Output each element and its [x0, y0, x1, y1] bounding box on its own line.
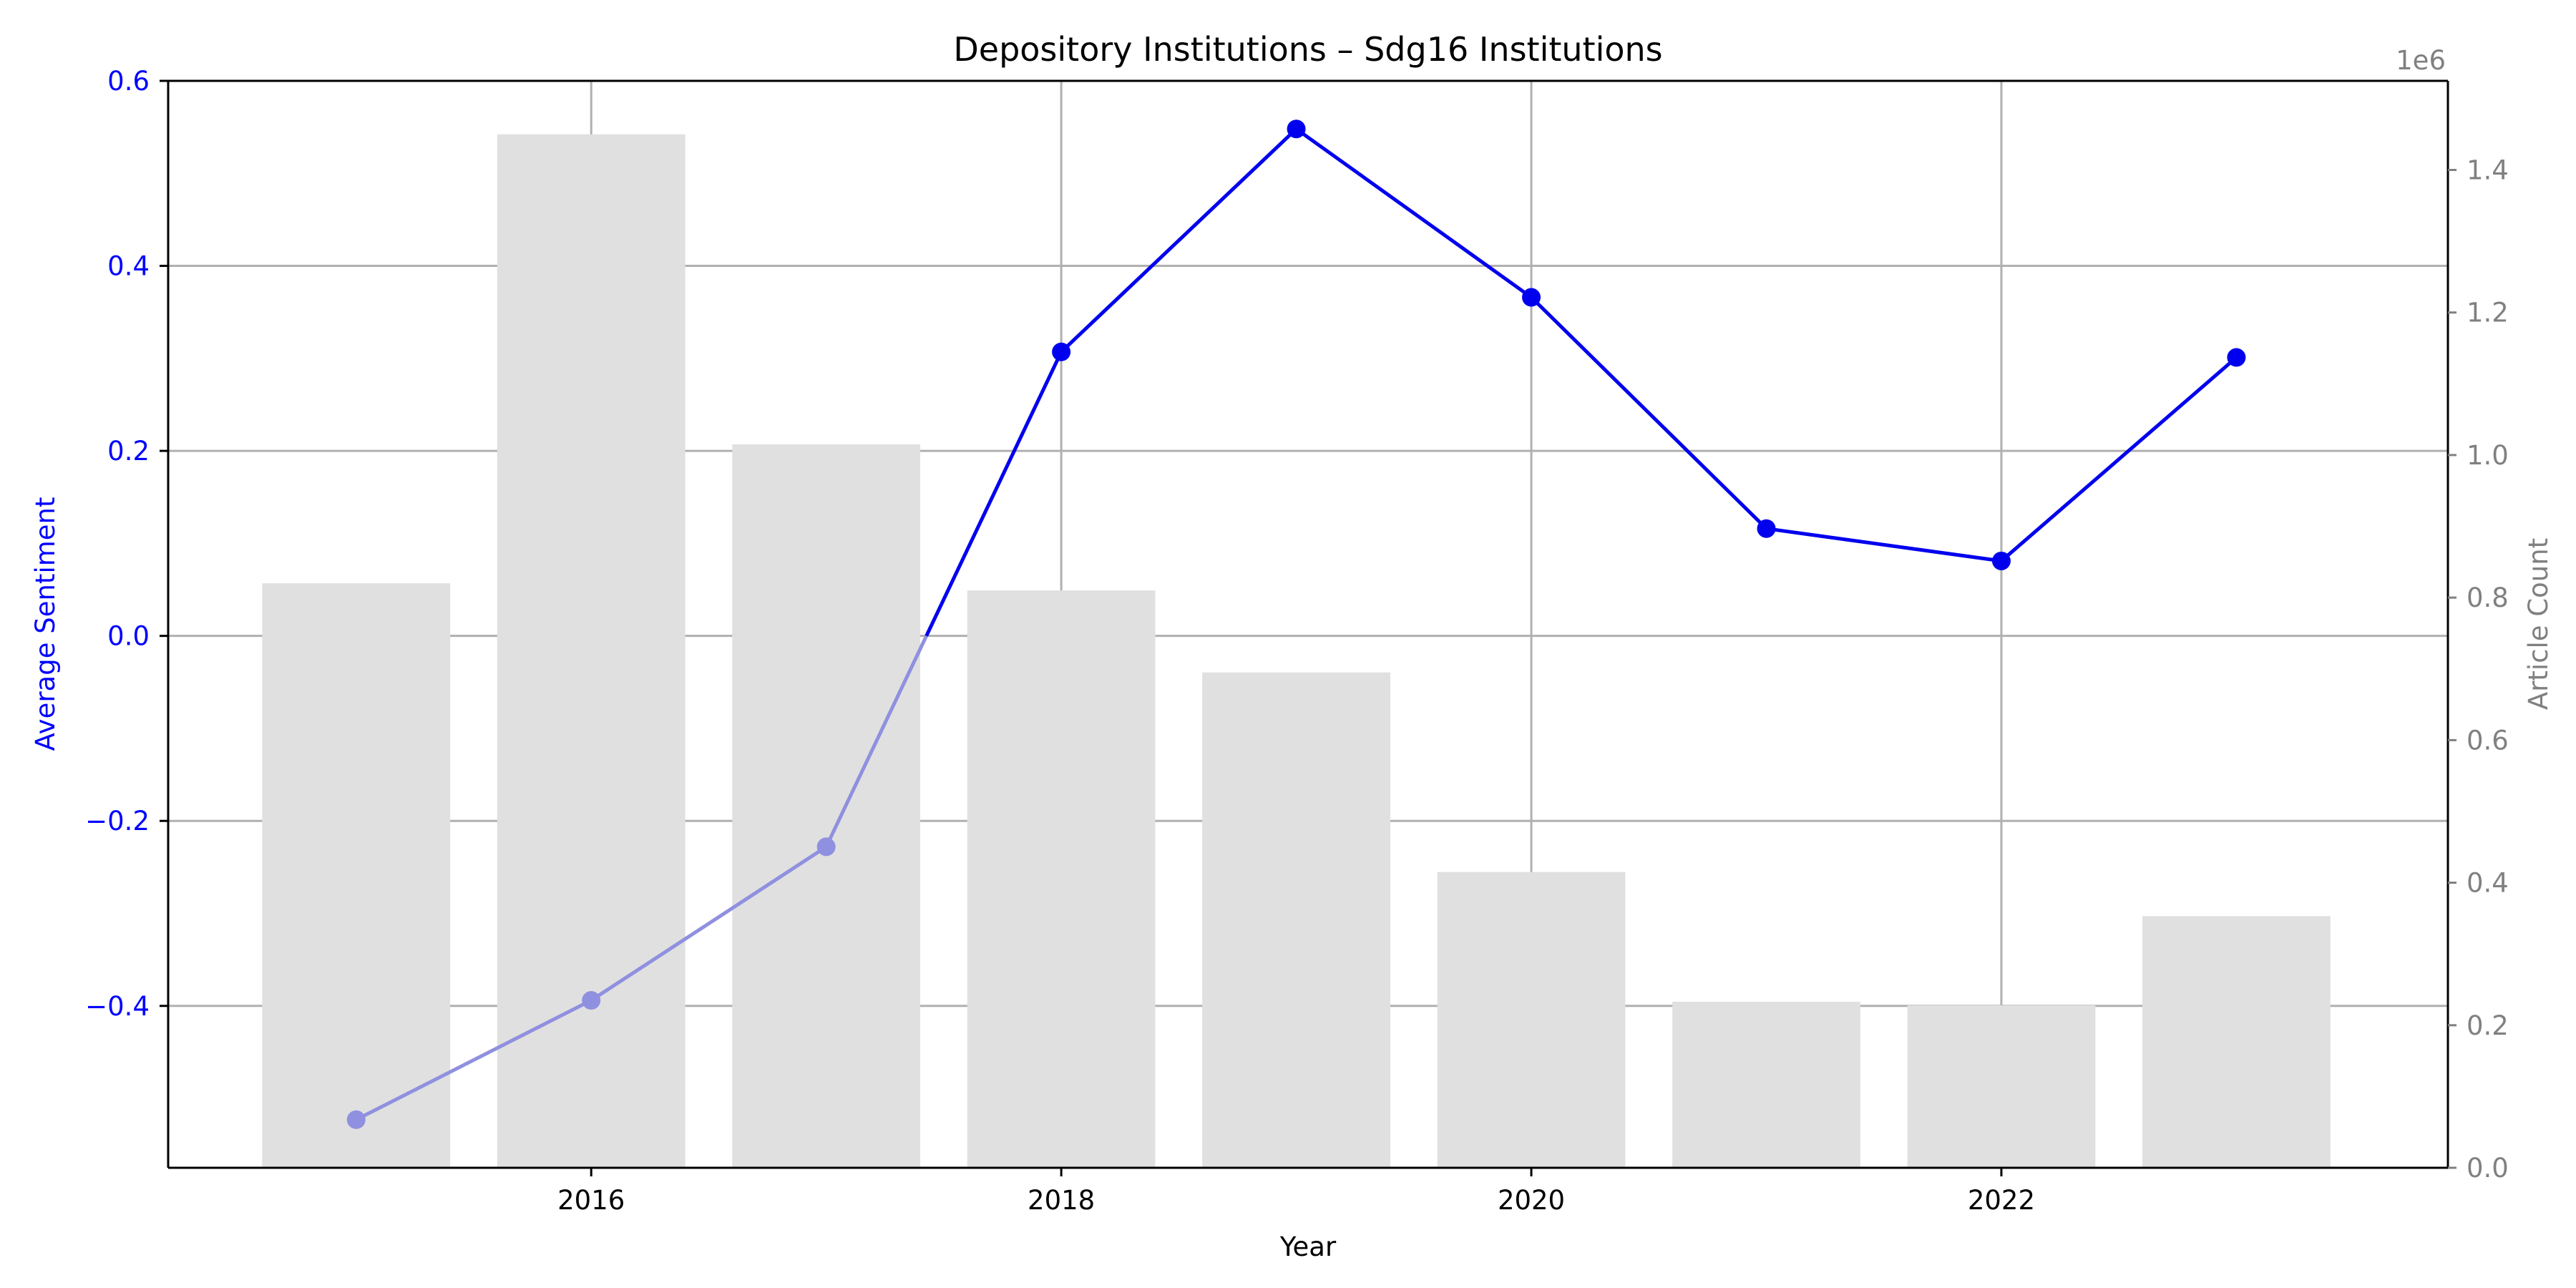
x-tick-label: 2018: [1028, 1185, 1095, 1216]
x-tick-label: 2016: [557, 1185, 625, 1216]
article-count-bar: [1672, 1001, 1860, 1168]
article-count-bar: [1437, 872, 1626, 1168]
y-right-tick-label: 1.2: [2467, 298, 2509, 328]
y-left-axis-title: Average Sentiment: [30, 497, 61, 751]
y-right-tick-label: 0.4: [2467, 868, 2509, 899]
article-count-bar: [2142, 916, 2331, 1168]
sentiment-point: [1287, 119, 1306, 139]
y-left-tick-label: −0.4: [85, 991, 150, 1022]
y-right-axis-title: Article Count: [2523, 538, 2554, 710]
label-layer: −0.4 −0.2 0.0 0.2 0.4 0.6 0.0 0.2 0.4 0.6 0.8 1.0 1.…: [85, 66, 2509, 1216]
article-count-bar: [497, 134, 686, 1168]
y-left-tick-label: −0.2: [85, 806, 150, 836]
sentiment-point: [1052, 342, 1071, 361]
x-tick-label: 2022: [1968, 1185, 2035, 1216]
sentiment-point: [2227, 348, 2246, 367]
sentiment-point: [582, 991, 601, 1010]
sentiment-line-segment: [824, 635, 928, 848]
sentiment-point: [1522, 288, 1541, 307]
article-count-bar: [262, 583, 451, 1168]
sentiment-line-segment: [2000, 356, 2238, 562]
sentiment-point: [346, 1110, 366, 1129]
y-left-tick-label: 0.4: [107, 251, 150, 282]
y-left-tick-label: 0.2: [107, 436, 150, 467]
article-count-bar: [967, 590, 1156, 1168]
y-right-tick-label: 0.2: [2467, 1010, 2509, 1041]
sentiment-line-segment: [924, 351, 1063, 637]
sentiment-line-segment: [1295, 127, 1533, 299]
y-left-tick-label: 0.6: [107, 66, 150, 97]
article-count-bar: [1202, 672, 1390, 1168]
y-left-tick-label: 0.0: [107, 621, 150, 652]
chart-title: Depository Institutions – Sdg16 Institut…: [953, 30, 1662, 69]
y-right-tick-label: 0.8: [2467, 582, 2509, 613]
article-count-bar: [1907, 1005, 2096, 1168]
sentiment-point: [1757, 519, 1776, 538]
y-right-tick-label: 1.4: [2467, 155, 2509, 186]
line-layer: [346, 119, 2246, 1129]
sentiment-line-segment: [1060, 127, 1298, 353]
y-right-tick-label: 1.0: [2467, 440, 2509, 471]
sentiment-line-segment: [590, 845, 828, 1002]
sentiment-line-segment: [1766, 527, 2002, 563]
y-right-tick-label: 0.6: [2467, 725, 2509, 756]
sentiment-point: [1991, 551, 2011, 570]
axes-layer: [160, 79, 2457, 1176]
right-axis-offset-label: 1e6: [2396, 45, 2446, 76]
sentiment-point: [816, 837, 836, 857]
article-count-bar: [732, 444, 921, 1168]
sentiment-line-segment: [1530, 296, 1768, 530]
x-tick-label: 2020: [1498, 1185, 1565, 1216]
sentiment-line-segment: [355, 998, 592, 1122]
x-axis-title: Year: [1279, 1231, 1337, 1262]
y-right-tick-label: 0.0: [2467, 1153, 2509, 1184]
bar-layer: [262, 134, 2331, 1168]
